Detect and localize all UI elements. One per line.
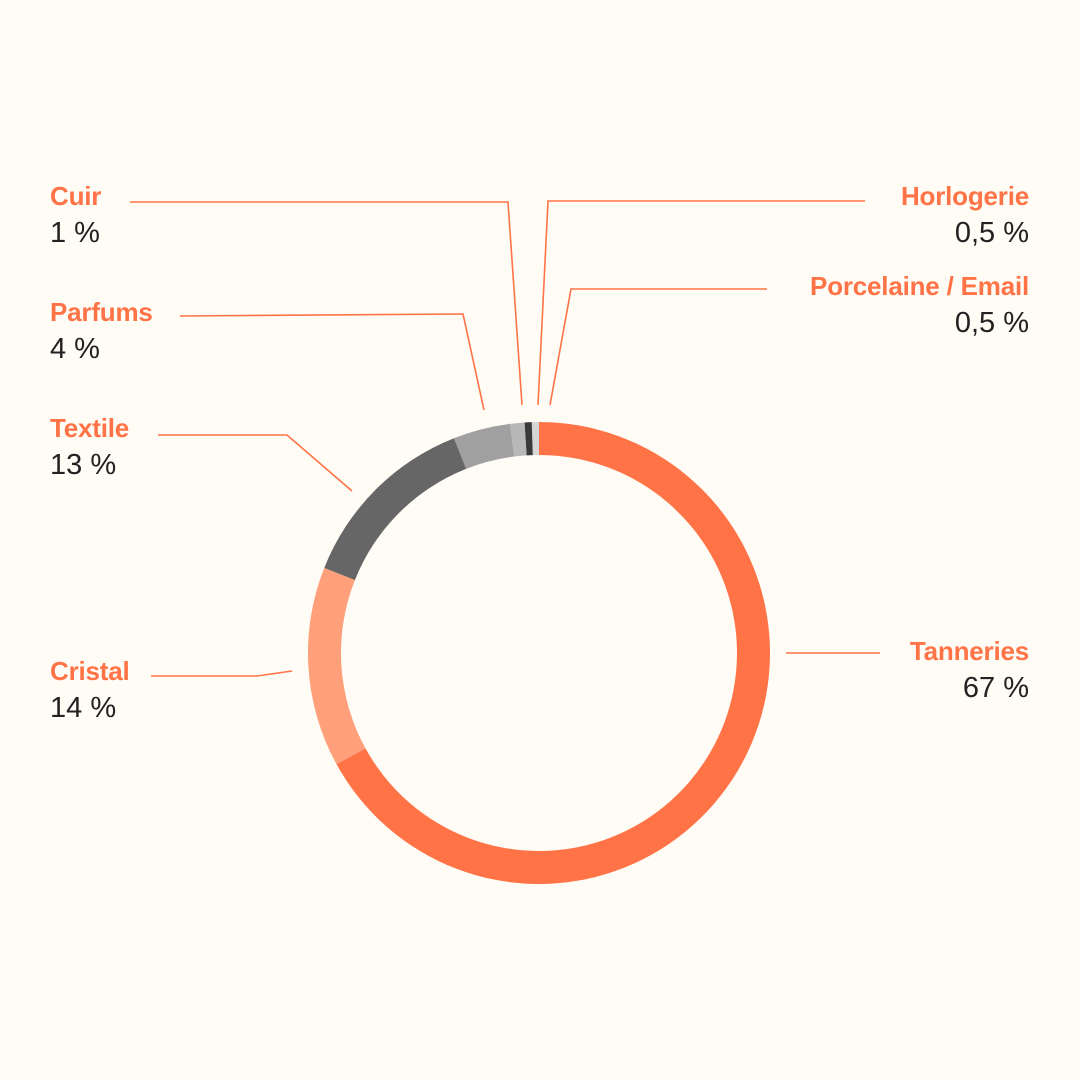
label-porcelaine-value: 0,5 %	[954, 307, 1029, 339]
label-textile: Textile 13 %	[50, 412, 129, 484]
donut-slices	[307, 421, 770, 885]
leader-line-horlogerie	[537, 200, 865, 406]
slice-horlogerie	[524, 422, 533, 456]
label-tanneries-name: Tanneries	[909, 636, 1029, 666]
leader-line-textile	[158, 434, 353, 492]
label-cuir: Cuir 1 %	[50, 180, 101, 252]
slice-cuir	[510, 422, 527, 457]
leader-line-cristal	[151, 670, 293, 677]
leader-line-porcelaine	[549, 288, 767, 406]
label-parfums: Parfums 4 %	[50, 296, 153, 368]
label-porcelaine: Porcelaine / Email 0,5 %	[810, 270, 1029, 342]
slice-textile	[324, 438, 467, 581]
slice-cristal	[307, 567, 366, 765]
leader-lines	[130, 200, 880, 677]
label-parfums-value: 4 %	[50, 333, 100, 365]
leader-line-parfums	[179, 313, 485, 411]
slice-parfums	[453, 423, 515, 469]
label-porcelaine-name: Porcelaine / Email	[810, 271, 1029, 301]
label-tanneries-value: 67 %	[962, 672, 1029, 704]
label-cristal-name: Cristal	[50, 656, 130, 686]
label-cristal: Cristal 14 %	[50, 655, 130, 727]
label-cuir-name: Cuir	[50, 181, 102, 211]
label-textile-name: Textile	[50, 413, 130, 443]
label-cuir-value: 1 %	[50, 217, 100, 249]
label-horlogerie-name: Horlogerie	[900, 181, 1029, 211]
label-horlogerie-value: 0,5 %	[954, 217, 1029, 249]
slice-porcelaine	[531, 421, 539, 456]
label-cristal-value: 14 %	[50, 692, 117, 724]
leader-line-cuir	[130, 201, 523, 406]
label-parfums-name: Parfums	[50, 297, 153, 327]
label-textile-value: 13 %	[50, 449, 117, 481]
label-tanneries: Tanneries 67 %	[910, 635, 1029, 707]
label-horlogerie: Horlogerie 0,5 %	[901, 180, 1029, 252]
